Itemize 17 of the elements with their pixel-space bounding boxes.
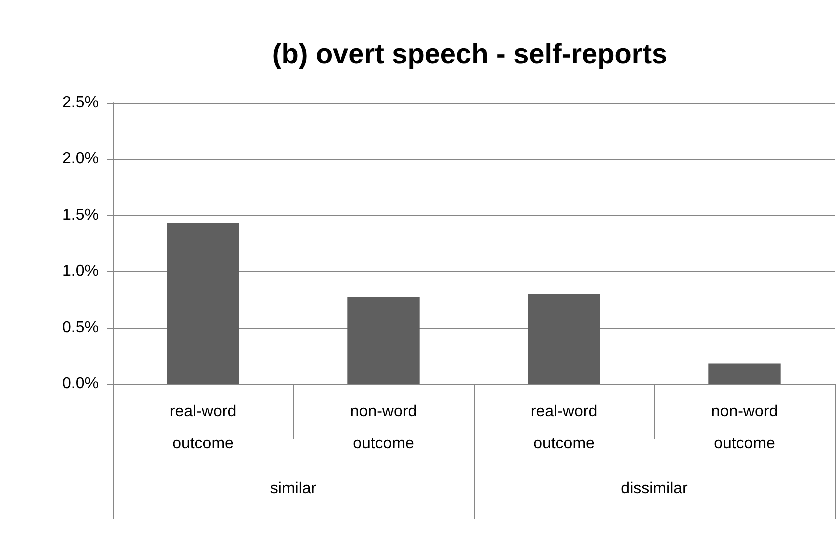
y-tick-label: 2.5% [62,94,99,112]
bar [167,223,240,384]
y-tick-label: 2.0% [62,150,99,168]
bar [708,364,781,384]
y-tick-label: 1.5% [62,206,99,224]
x-tick-label: real-word outcome [170,404,237,452]
x-tick-label: non-word outcome [711,404,778,452]
text: dissimilar [621,480,689,498]
y-tick-label: 0.0% [62,376,99,392]
y-tick-label: 1.0% [62,263,99,280]
bar [348,297,420,384]
text: similar [270,480,318,498]
x-tick-label: real-word outcome [530,404,598,452]
x-tick-label: non-word outcome [350,404,418,452]
chart-title: (b) overt speech - self-reports [272,38,668,70]
bar [528,294,600,384]
y-tick-label: 0.5% [62,319,99,336]
